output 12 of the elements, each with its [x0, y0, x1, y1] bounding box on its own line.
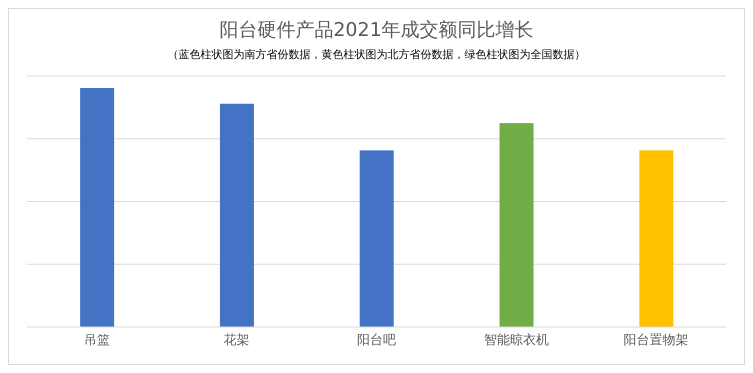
bar — [500, 123, 534, 327]
chart-title: 阳台硬件产品2021年成交额同比增长 — [218, 18, 535, 43]
bar — [639, 150, 674, 327]
x-tick-label: 智能晾衣机 — [484, 333, 549, 348]
chart-subtitle: （蓝色柱状图为南方省份数据，黄色柱状图为北方省份数据，绿色柱状图为全国数据） — [166, 47, 586, 62]
bar — [360, 150, 394, 327]
bar — [80, 88, 114, 327]
bar — [220, 104, 254, 327]
x-tick-label: 吊篮 — [84, 333, 110, 348]
x-tick-label: 阳台吧 — [357, 333, 396, 348]
x-tick-label: 阳台置物架 — [624, 333, 689, 348]
x-tick-label: 花架 — [224, 333, 250, 348]
